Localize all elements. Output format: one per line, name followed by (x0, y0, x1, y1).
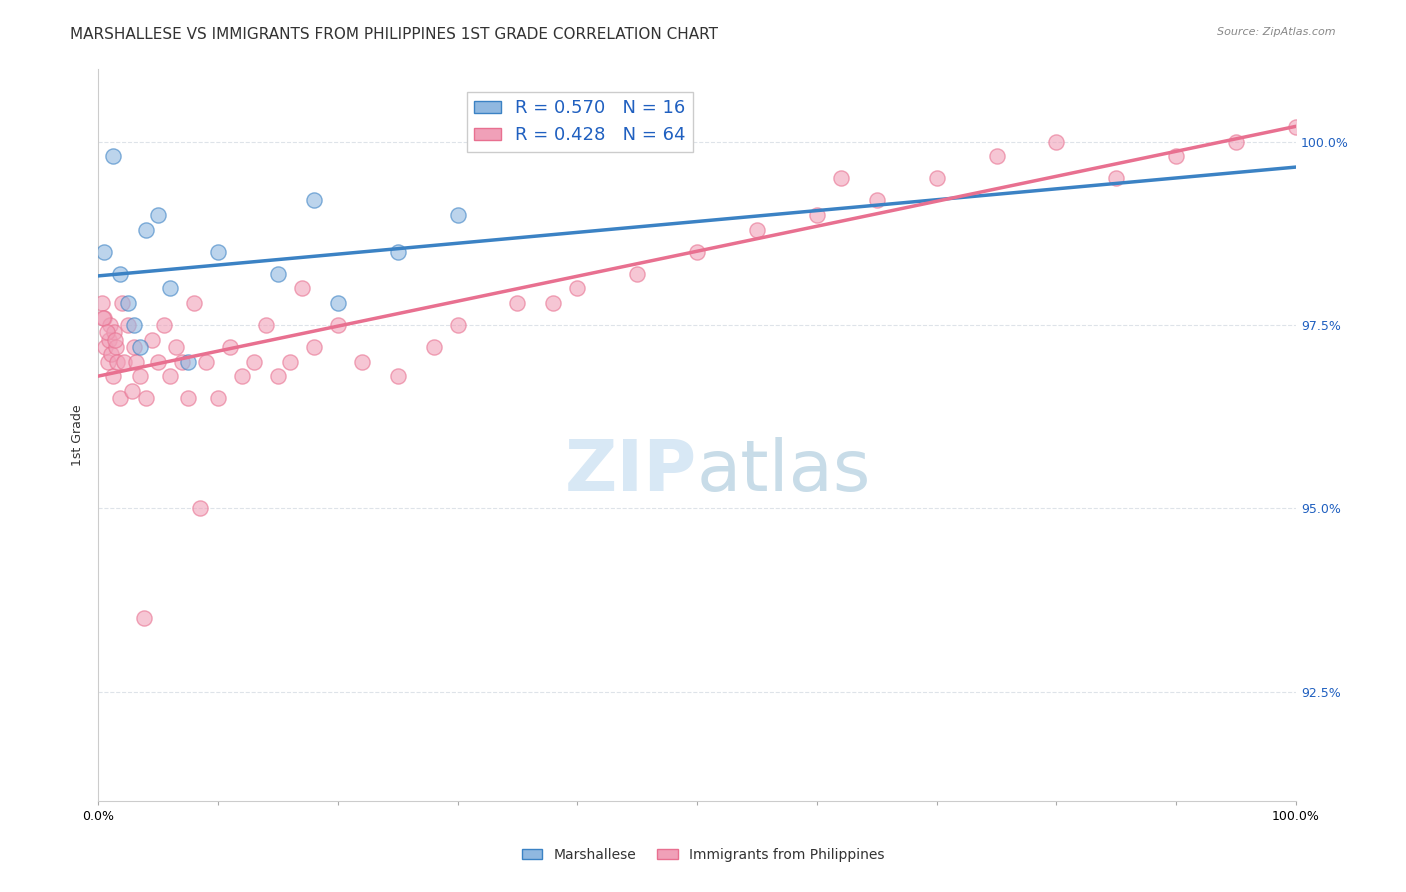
Point (267, 369, 290, 384)
Point (302, 340, 325, 354)
Point (121, 384, 143, 398)
Point (350, 354, 373, 368)
Point (96, 326, 118, 340)
Point (1225, 135, 1247, 149)
Point (159, 281, 181, 295)
Point (159, 369, 181, 384)
Point (745, 223, 768, 237)
Point (114, 354, 136, 368)
Point (93, 310, 115, 325)
Point (422, 340, 444, 354)
Point (117, 318, 139, 332)
Point (1166, 149, 1188, 163)
Point (153, 318, 176, 332)
Point (207, 392, 229, 406)
Point (925, 171, 948, 186)
Point (326, 296, 349, 310)
Point (125, 354, 148, 368)
Point (866, 194, 889, 208)
Point (135, 392, 157, 406)
Point (1105, 171, 1128, 186)
Y-axis label: 1st Grade: 1st Grade (72, 404, 84, 466)
Point (104, 333, 127, 347)
Point (243, 354, 266, 368)
Point (986, 149, 1008, 163)
Point (97, 333, 120, 347)
Legend: Marshallese, Immigrants from Philippines: Marshallese, Immigrants from Philippines (516, 842, 890, 867)
Point (806, 208, 828, 222)
Point (141, 333, 163, 347)
Point (90, 296, 112, 310)
Point (105, 340, 128, 354)
Point (194, 354, 217, 368)
Point (207, 244, 229, 259)
Point (278, 354, 301, 368)
Point (165, 340, 187, 354)
Text: ZIP: ZIP (565, 437, 697, 506)
Point (387, 244, 409, 259)
Point (117, 296, 139, 310)
Point (686, 244, 709, 259)
Point (146, 354, 169, 368)
Point (830, 171, 852, 186)
Point (170, 354, 193, 368)
Point (105, 354, 128, 368)
Point (446, 208, 468, 222)
Point (543, 296, 565, 310)
Point (446, 318, 468, 332)
Legend: R = 0.570   N = 16, R = 0.428   N = 64: R = 0.570 N = 16, R = 0.428 N = 64 (467, 92, 693, 152)
Point (267, 267, 290, 281)
Point (231, 369, 253, 384)
Point (122, 318, 145, 332)
Text: atlas: atlas (697, 437, 872, 506)
Point (101, 149, 124, 163)
Point (183, 296, 205, 310)
Point (91, 310, 114, 325)
Point (291, 281, 314, 295)
Point (132, 611, 155, 625)
Point (146, 208, 169, 222)
Point (177, 354, 200, 368)
Point (387, 369, 409, 384)
Point (506, 296, 529, 310)
Point (302, 194, 325, 208)
Point (567, 281, 589, 295)
Point (108, 392, 131, 406)
Point (188, 501, 211, 516)
Point (129, 340, 152, 354)
Point (101, 369, 124, 384)
Point (100, 347, 122, 361)
Point (103, 326, 125, 340)
Point (94, 340, 117, 354)
Point (1285, 120, 1308, 135)
Point (93, 244, 115, 259)
Point (626, 267, 648, 281)
Point (97, 354, 120, 368)
Point (254, 318, 277, 332)
Point (129, 369, 152, 384)
Point (1045, 135, 1067, 149)
Text: Source: ZipAtlas.com: Source: ZipAtlas.com (1218, 27, 1336, 37)
Point (219, 340, 242, 354)
Point (98, 318, 121, 332)
Point (111, 296, 134, 310)
Point (326, 318, 349, 332)
Text: MARSHALLESE VS IMMIGRANTS FROM PHILIPPINES 1ST GRADE CORRELATION CHART: MARSHALLESE VS IMMIGRANTS FROM PHILIPPIN… (70, 27, 718, 42)
Point (122, 340, 145, 354)
Point (177, 392, 200, 406)
Point (135, 223, 157, 237)
Point (108, 267, 131, 281)
